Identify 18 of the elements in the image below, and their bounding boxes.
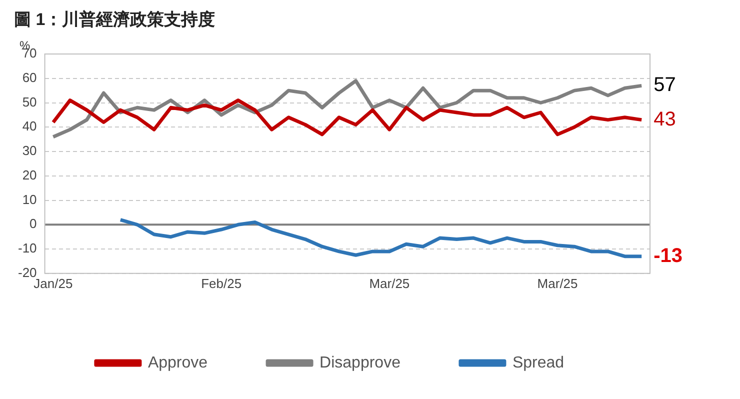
y-tick-label: 0 [30,216,37,232]
y-tick-label: 10 [22,192,37,207]
chart-title: 圖 1：川普經濟政策支持度 [14,9,216,31]
text: 57 [654,74,676,96]
x-tick-label: Mar/25 [369,276,410,291]
x-tick-label: Mar/25 [537,276,578,291]
y-tick-label: -10 [18,240,37,256]
x-tick-label: Feb/25 [201,276,242,291]
legend-label: Approve [148,354,208,372]
text: 43 [654,108,676,130]
legend-label: Disapprove [320,354,401,372]
y-tick-label: 60 [22,70,37,85]
y-tick-label: 30 [22,143,37,158]
y-tick-label: 40 [22,118,37,134]
y-tick-label: 50 [22,94,37,110]
y-tick-label: 20 [22,167,37,182]
text: -13 [654,244,682,267]
legend-label: Spread [512,354,564,372]
